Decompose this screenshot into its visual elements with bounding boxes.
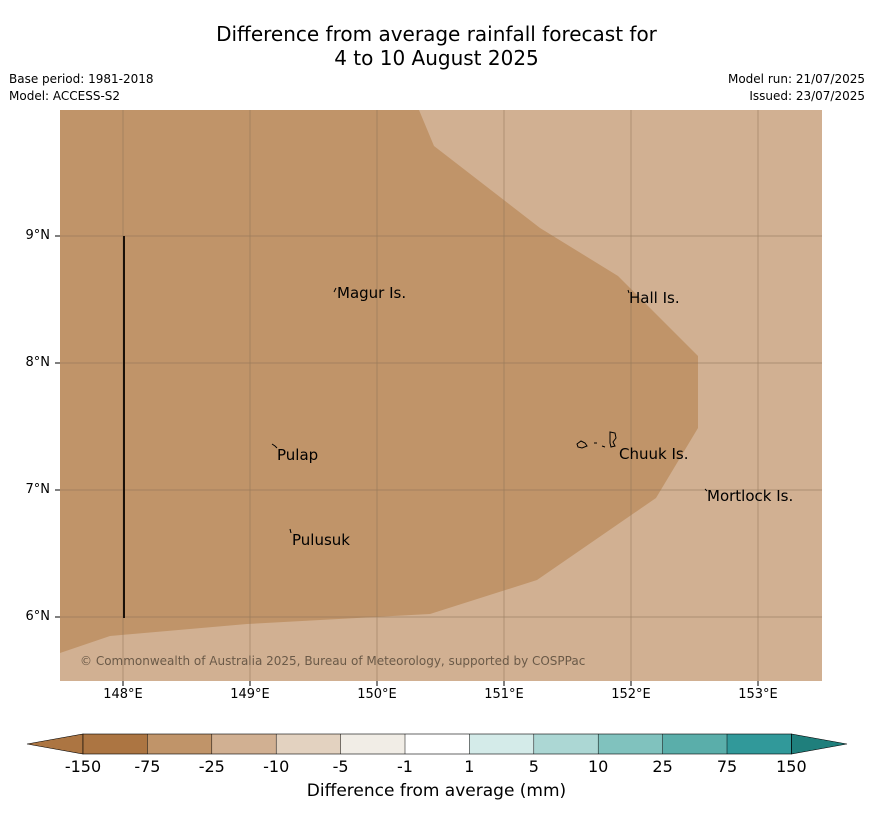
map-area-dark <box>60 110 698 653</box>
base-period: Base period: 1981-2018 <box>9 72 154 86</box>
colorbar-tick-label: 150 <box>776 757 807 776</box>
lon-label-149e: 149°E <box>230 687 270 702</box>
lat-label-6n: 6°N <box>25 609 51 624</box>
model-run: Model run: 21/07/2025 <box>727 72 865 86</box>
colorbar-outline <box>82 733 792 755</box>
lat-label-7n: 7°N <box>25 482 51 497</box>
colorbar-tick-label: -25 <box>198 757 225 776</box>
place-label-mortlock: Mortlock Is. <box>707 487 794 505</box>
title-line-2: 4 to 10 August 2025 <box>334 46 539 70</box>
colorbar-segment <box>727 734 792 754</box>
colorbar-tick-label: -150 <box>64 757 102 776</box>
colorbar-segment <box>211 734 277 754</box>
colorbar-segment <box>533 734 599 754</box>
place-label-magur: Magur Is. <box>337 284 407 302</box>
lon-label-153e: 153°E <box>738 687 778 702</box>
lon-label-150e: 150°E <box>357 687 397 702</box>
colorbar-tick-label: -10 <box>263 757 290 776</box>
colorbar-segment <box>405 734 470 754</box>
axis-ticks <box>55 235 759 686</box>
colorbar-extend-high <box>791 733 848 755</box>
meta-left: Base period: 1981-2018 Model: ACCESS-S2 <box>9 71 154 105</box>
colorbar-label: Difference from average (mm) <box>306 781 567 801</box>
colorbar-tick-label: 75 <box>716 757 738 776</box>
issued-date: Issued: 23/07/2025 <box>749 89 865 103</box>
colorbar-segment <box>662 734 727 754</box>
colorbar-tick-label: 25 <box>652 757 673 776</box>
copyright-notice: © Commonwealth of Australia 2025, Bureau… <box>80 654 586 668</box>
colorbar-segment <box>598 734 663 754</box>
place-label-chuuk: Chuuk Is. <box>619 445 689 463</box>
place-label-hall: Hall Is. <box>629 289 680 307</box>
place-label-pulap: Pulap <box>277 446 319 464</box>
colorbar-tick-label: -5 <box>332 757 349 776</box>
colorbar-tick-label: -75 <box>134 757 161 776</box>
lon-label-148e: 148°E <box>103 687 143 702</box>
model-name: Model: ACCESS-S2 <box>9 89 121 103</box>
colorbar-segment <box>469 734 534 754</box>
colorbar-segment <box>276 734 341 754</box>
colorbar-tick-label: -1 <box>397 757 413 776</box>
colorbar <box>26 733 848 755</box>
colorbar-tick-label: 10 <box>588 757 609 776</box>
lat-label-8n: 8°N <box>25 355 51 370</box>
colorbar-tick-label: 1 <box>464 757 475 776</box>
island-marks <box>271 287 708 534</box>
place-label-pulusuk: Pulusuk <box>292 531 350 549</box>
colorbar-segment <box>340 734 405 754</box>
colorbar-tick-label: 5 <box>528 757 539 776</box>
colorbar-segment <box>83 734 148 754</box>
colorbar-extend-low <box>26 733 84 755</box>
meta-right: Model run: 21/07/2025 Issued: 23/07/2025 <box>728 71 865 105</box>
lon-label-152e: 152°E <box>611 687 651 702</box>
title-line-1: Difference from average rainfall forecas… <box>216 22 657 46</box>
colorbar-segment <box>147 734 212 754</box>
lon-label-151e: 151°E <box>484 687 524 702</box>
lat-label-9n: 9°N <box>25 228 51 243</box>
map-title: Difference from average rainfall forecas… <box>0 22 873 70</box>
